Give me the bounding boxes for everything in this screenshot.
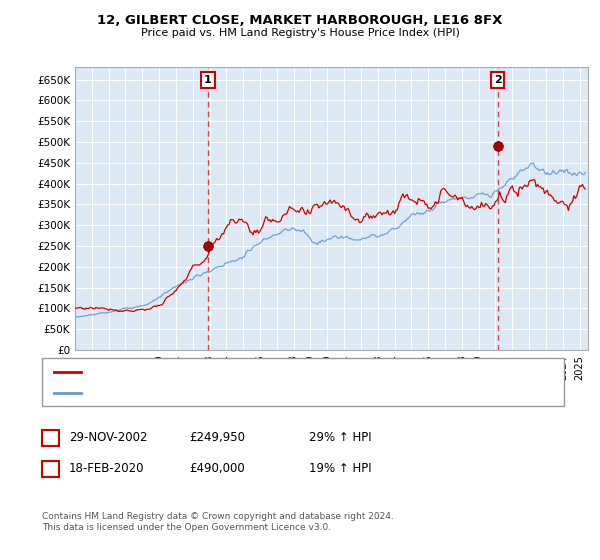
Text: Price paid vs. HM Land Registry's House Price Index (HPI): Price paid vs. HM Land Registry's House … bbox=[140, 28, 460, 38]
Text: £249,950: £249,950 bbox=[189, 431, 245, 445]
Text: 2: 2 bbox=[494, 75, 502, 85]
Text: 2: 2 bbox=[46, 462, 55, 475]
Text: 29% ↑ HPI: 29% ↑ HPI bbox=[309, 431, 371, 445]
Text: £490,000: £490,000 bbox=[189, 462, 245, 475]
Text: HPI: Average price, detached house, Harborough: HPI: Average price, detached house, Harb… bbox=[87, 388, 326, 398]
Text: 18-FEB-2020: 18-FEB-2020 bbox=[69, 462, 145, 475]
Text: 19% ↑ HPI: 19% ↑ HPI bbox=[309, 462, 371, 475]
Text: 1: 1 bbox=[46, 431, 55, 445]
Text: Contains HM Land Registry data © Crown copyright and database right 2024.
This d: Contains HM Land Registry data © Crown c… bbox=[42, 512, 394, 532]
Text: 12, GILBERT CLOSE, MARKET HARBOROUGH, LE16 8FX: 12, GILBERT CLOSE, MARKET HARBOROUGH, LE… bbox=[97, 14, 503, 27]
Text: 1: 1 bbox=[204, 75, 212, 85]
Text: 12, GILBERT CLOSE, MARKET HARBOROUGH, LE16 8FX (detached house): 12, GILBERT CLOSE, MARKET HARBOROUGH, LE… bbox=[87, 367, 443, 377]
Text: 29-NOV-2002: 29-NOV-2002 bbox=[69, 431, 148, 445]
